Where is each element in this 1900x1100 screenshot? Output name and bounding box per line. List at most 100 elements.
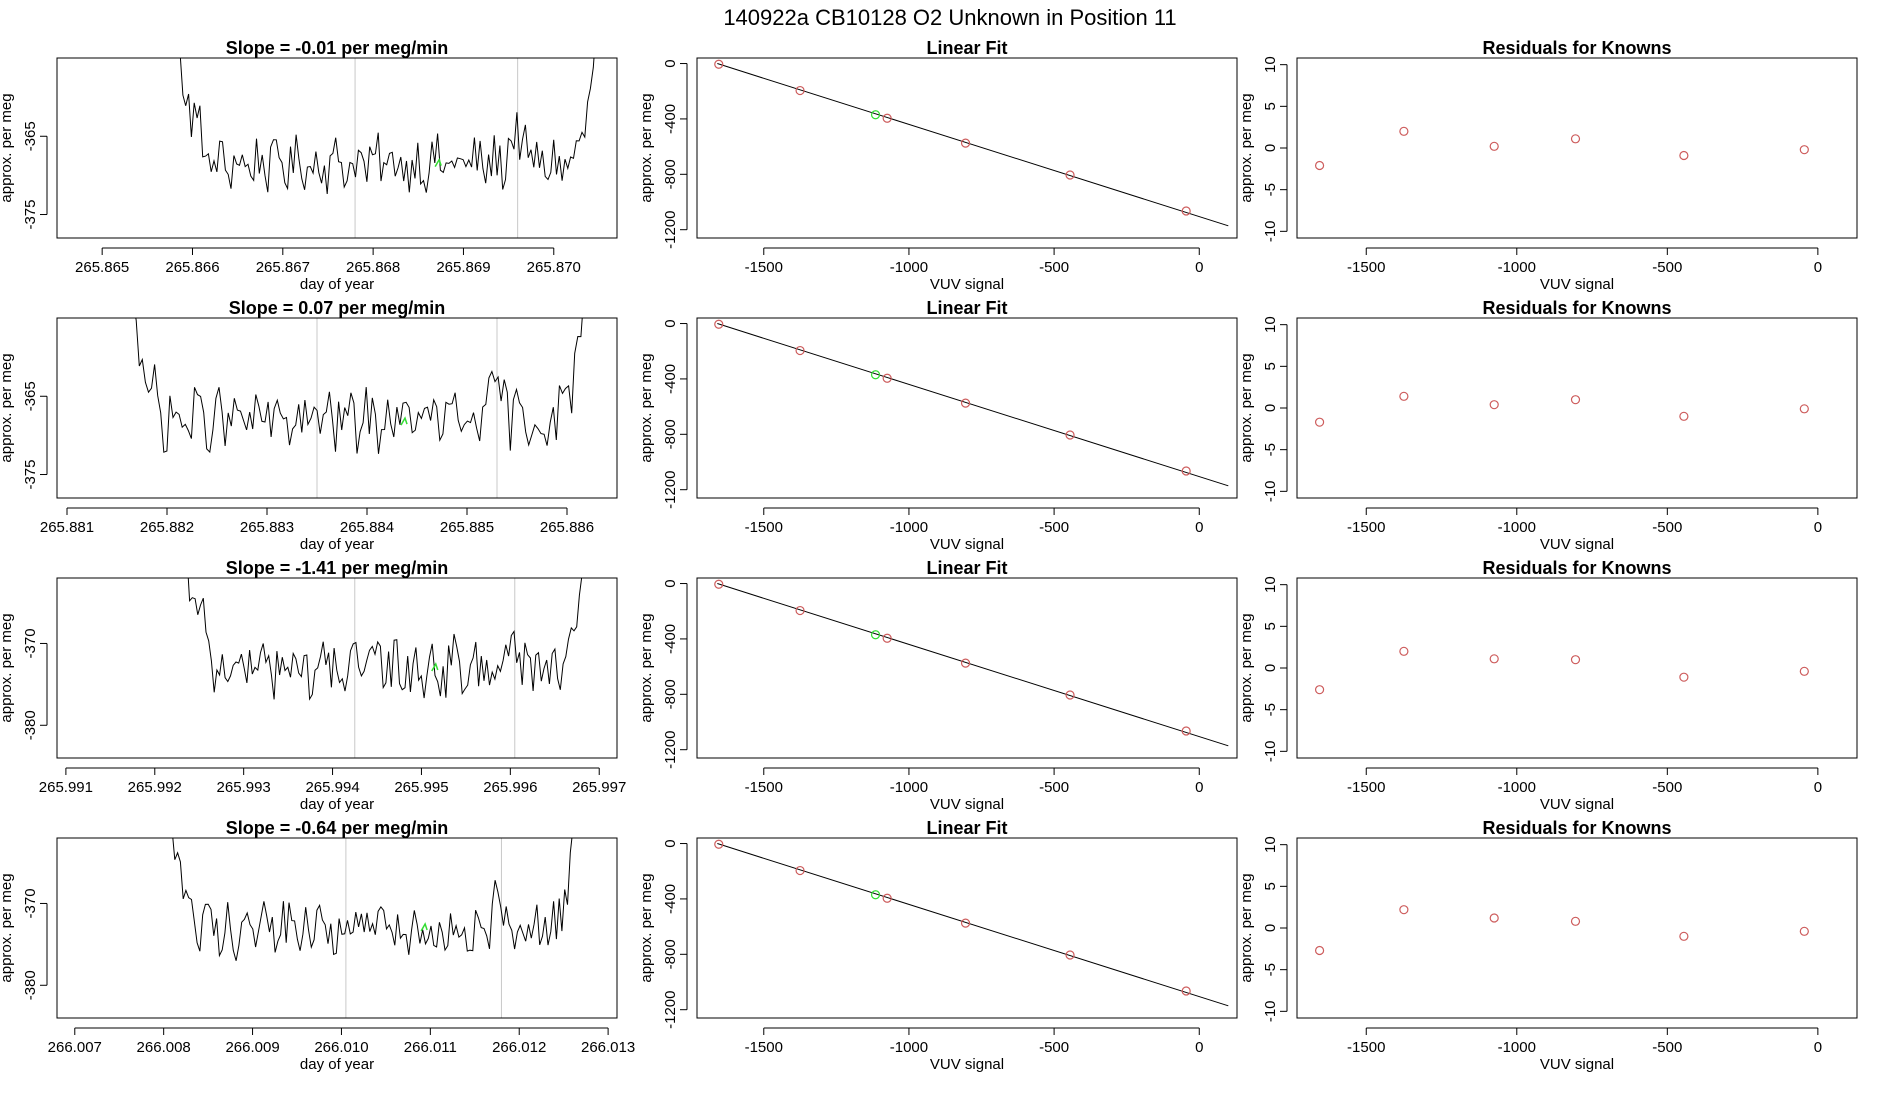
- y-tick-label: -365: [22, 381, 39, 411]
- panel-title: Residuals for Knowns: [1482, 38, 1671, 58]
- y-tick-label: 10: [1262, 316, 1279, 333]
- panel-title: Linear Fit: [926, 298, 1007, 318]
- panel-0-0: Slope = -0.01 per meg/min 265.865 265.866 2…: [0, 38, 618, 293]
- panel-3-1: Linear Fit -1500 -1000 -500 0 VUV signal 0 -400…: [638, 818, 1238, 1073]
- y-axis-label: approx. per meg: [638, 353, 655, 462]
- x-tick-label: 266.011: [404, 1039, 457, 1056]
- panel-title: Residuals for Knowns: [1482, 298, 1671, 318]
- panel-title: Residuals for Knowns: [1482, 818, 1671, 838]
- panel-3-2: Residuals for Knowns -1500 -1000 -500 0 VUV s…: [1238, 818, 1858, 1073]
- x-tick-label: 265.883: [240, 519, 294, 536]
- x-tick-label: -1000: [890, 1039, 928, 1056]
- panel-3-0: Slope = -0.64 per meg/min 266.007 266.008 2…: [0, 818, 635, 1073]
- unknown-point: [870, 370, 881, 380]
- x-tick-label: 0: [1814, 1039, 1822, 1056]
- x-tick-label: -1000: [1498, 519, 1536, 536]
- panel-0-2: Residuals for Knowns -1500 -1000 -500 0 VUV s…: [1238, 38, 1858, 293]
- known-point: [1679, 931, 1689, 941]
- panel-2-0: Slope = -1.41 per meg/min 265.991 265.992 2…: [0, 558, 626, 813]
- known-point: [1065, 430, 1075, 440]
- known-point: [882, 633, 892, 643]
- known-point: [714, 839, 724, 849]
- x-tick-label: 0: [1814, 259, 1822, 276]
- x-tick-label: 266.007: [48, 1039, 102, 1056]
- known-point: [882, 893, 892, 903]
- x-tick-label: -1000: [1498, 1039, 1536, 1056]
- fit-line: [717, 323, 1229, 487]
- plot-area: [714, 839, 1229, 1007]
- y-axis-label: approx. per meg: [0, 613, 15, 722]
- known-point: [795, 605, 805, 616]
- x-tick-label: 0: [1814, 779, 1822, 796]
- known-point: [1489, 141, 1499, 151]
- x-axis-label: VUV signal: [930, 276, 1004, 293]
- x-tick-label: -500: [1652, 779, 1682, 796]
- x-tick-label: 265.885: [440, 519, 494, 536]
- signal-trace: [179, 58, 595, 195]
- x-tick-label: -1000: [890, 779, 928, 796]
- y-tick-label: -1200: [662, 991, 679, 1029]
- known-point: [714, 59, 724, 69]
- known-point: [1570, 395, 1581, 405]
- y-axis-label: approx. per meg: [1238, 873, 1255, 982]
- known-point: [1314, 945, 1325, 956]
- known-point: [1570, 134, 1581, 144]
- y-tick-label: 10: [1262, 576, 1279, 593]
- unknown-segment: [420, 922, 428, 932]
- plot-frame: [1296, 57, 1858, 239]
- plot-frame: [56, 837, 618, 1019]
- panel-title: Linear Fit: [926, 818, 1007, 838]
- plot-area: [714, 579, 1229, 747]
- x-tick-label: -1500: [1347, 519, 1385, 536]
- x-tick-label: -1000: [890, 259, 928, 276]
- panel-title: Residuals for Knowns: [1482, 558, 1671, 578]
- y-tick-label: -1200: [662, 471, 679, 509]
- x-tick-label: -500: [1039, 779, 1069, 796]
- y-tick-label: -5: [1262, 963, 1279, 976]
- known-point: [960, 658, 971, 668]
- plot-frame: [56, 57, 618, 239]
- y-tick-label: -800: [662, 939, 679, 969]
- signal-trace: [135, 318, 583, 454]
- y-tick-label: -1200: [662, 211, 679, 249]
- x-tick-label: -500: [1039, 1039, 1069, 1056]
- x-tick-label: -500: [1652, 519, 1682, 536]
- y-axis-label: approx. per meg: [1238, 613, 1255, 722]
- y-tick-label: -365: [22, 121, 39, 151]
- y-tick-label: 0: [1262, 664, 1279, 672]
- x-tick-label: 265.865: [75, 259, 129, 276]
- x-tick-label: -1500: [1347, 779, 1385, 796]
- x-axis-label: VUV signal: [1540, 796, 1614, 813]
- known-point: [795, 345, 805, 356]
- x-tick-label: 265.869: [436, 259, 490, 276]
- panel-title: Linear Fit: [926, 558, 1007, 578]
- x-tick-label: 265.995: [394, 779, 448, 796]
- y-tick-label: 5: [1262, 622, 1279, 630]
- known-point: [1489, 654, 1499, 664]
- panel-0-1: Linear Fit -1500 -1000 -500 0 VUV signal 0 -400…: [638, 38, 1238, 293]
- panel-title: Slope = -1.41 per meg/min: [226, 558, 449, 578]
- y-tick-label: -1200: [662, 731, 679, 769]
- signal-trace: [187, 578, 583, 701]
- known-point: [1570, 916, 1581, 926]
- known-point: [1065, 950, 1075, 960]
- known-point: [1065, 170, 1075, 180]
- x-tick-label: 266.008: [137, 1039, 191, 1056]
- x-axis-label: day of year: [300, 796, 374, 813]
- x-axis-label: VUV signal: [1540, 536, 1614, 553]
- x-tick-label: -1000: [890, 519, 928, 536]
- y-tick-label: -400: [662, 104, 679, 134]
- known-point: [1799, 926, 1809, 936]
- x-tick-label: -500: [1652, 1039, 1682, 1056]
- x-tick-label: 265.994: [305, 779, 359, 796]
- plot-frame: [696, 317, 1238, 499]
- x-tick-label: 266.010: [314, 1039, 368, 1056]
- known-point: [795, 85, 805, 96]
- plot-frame: [56, 577, 618, 759]
- x-tick-label: 0: [1195, 259, 1203, 276]
- panel-title: Linear Fit: [926, 38, 1007, 58]
- known-point: [714, 319, 724, 329]
- known-point: [1314, 685, 1325, 695]
- panel-2-2: Residuals for Knowns -1500 -1000 -500 0 VUV s…: [1238, 558, 1858, 813]
